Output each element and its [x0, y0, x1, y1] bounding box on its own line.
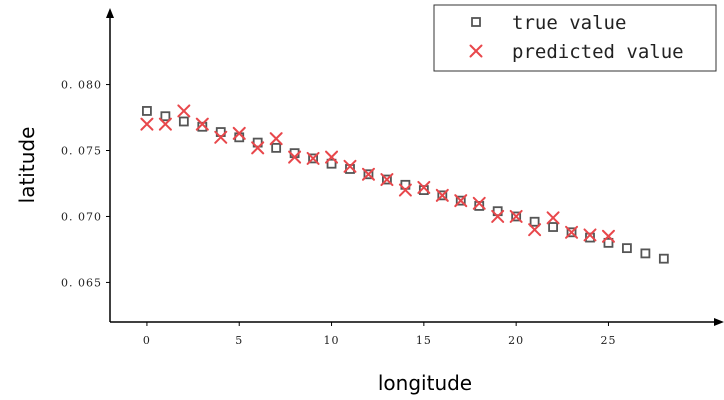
y-ticks: 0. 065 0. 070 0. 075 0. 080 [61, 79, 110, 289]
x-tick-label: 10 [324, 334, 340, 347]
x-ticks: 0 5 10 15 20 25 [143, 322, 616, 347]
predicted-value-point [306, 151, 320, 165]
true-value-point [326, 158, 337, 169]
true-value-point [308, 153, 318, 164]
true-value-point [437, 190, 448, 201]
predicted-value-point [177, 104, 191, 118]
predicted-value-point [398, 183, 412, 197]
legend-label-predicted-value: predicted value [512, 41, 684, 63]
predicted-value-point [528, 223, 542, 237]
true-value-point [566, 227, 577, 238]
predicted-value-point [232, 126, 246, 140]
y-axis-title: latitude [15, 127, 39, 204]
predicted-value-point [195, 117, 209, 131]
x-tick-label: 5 [235, 334, 243, 347]
predicted-value-point [435, 188, 449, 202]
predicted-value-point [288, 150, 302, 164]
true-value-point [511, 211, 522, 222]
true-value-point [529, 216, 540, 227]
predicted-value-point [214, 130, 228, 144]
legend-label-true-value: true value [512, 12, 626, 34]
x-tick-label: 20 [508, 334, 524, 347]
legend-x-icon [469, 44, 483, 58]
x-tick-label: 15 [416, 334, 432, 347]
legend-square-icon [471, 17, 481, 27]
y-tick-label: 0. 080 [61, 79, 102, 92]
predicted-value-point [343, 159, 357, 173]
predicted-value-point [583, 228, 597, 242]
true-value-point [382, 174, 392, 185]
true-value-point [622, 243, 632, 254]
predicted-value-point [417, 180, 431, 194]
y-tick-label: 0. 070 [61, 210, 102, 223]
predicted-value-point [380, 173, 394, 187]
x-tick-label: 0 [143, 334, 151, 347]
predicted-value-point [565, 225, 579, 239]
true-value-point [142, 106, 152, 116]
axes [106, 8, 724, 326]
true-value-point [271, 142, 282, 153]
true-value-point [455, 195, 466, 206]
predicted-value-point [140, 117, 154, 131]
predicted-value-point [509, 209, 523, 223]
x-tick-label: 25 [600, 334, 616, 347]
predicted-value-point [491, 209, 505, 223]
predicted-value-point [269, 132, 283, 146]
x-axis-title: longitude [378, 371, 472, 395]
predicted-value-point [472, 196, 486, 210]
predicted-value-point [546, 211, 560, 225]
predicted-value-point [251, 141, 265, 155]
true-value-point [603, 237, 614, 248]
legend-marker-predicted-value [469, 44, 483, 58]
legend-marker-true-value [471, 17, 481, 27]
x-axis-arrow [714, 318, 724, 326]
true-value-point [363, 169, 374, 180]
predicted-value-point [601, 229, 615, 243]
true-value-point [548, 222, 558, 232]
legend-box [433, 4, 717, 72]
true-value-point [178, 116, 189, 127]
predicted-value-point [361, 167, 375, 181]
y-axis-arrow [106, 8, 114, 18]
true-value-point [160, 111, 171, 122]
data-marks [140, 104, 669, 264]
true-value-point [658, 253, 669, 264]
y-tick-label: 0. 075 [61, 145, 102, 158]
y-tick-label: 0. 065 [61, 276, 102, 289]
legend: true value predicted value [433, 4, 717, 72]
true-value-point [640, 248, 651, 259]
predicted-value-point [325, 150, 339, 164]
predicted-value-point [158, 117, 172, 131]
predicted-value-point [454, 194, 468, 208]
